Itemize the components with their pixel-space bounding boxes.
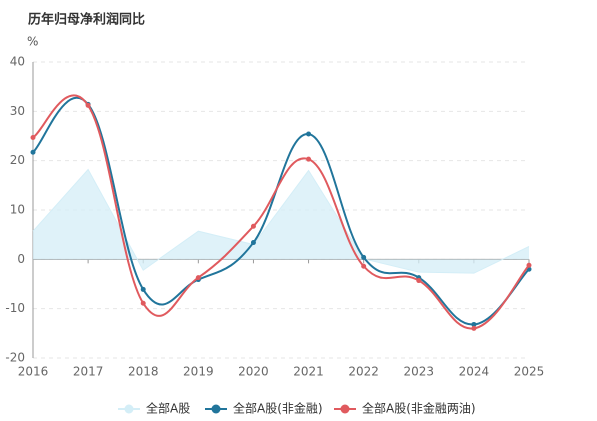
point (140, 286, 146, 292)
series-line (32, 94, 530, 330)
point (30, 134, 36, 140)
y-tick-label: 30 (10, 104, 25, 118)
point (416, 278, 422, 284)
point (471, 325, 477, 331)
legend-marker (211, 404, 221, 414)
chart-title: 历年归母净利润同比 (28, 12, 145, 28)
point (85, 102, 91, 108)
area-fill (33, 169, 529, 274)
x-tick-label: 2017 (73, 365, 104, 379)
point (361, 263, 367, 269)
point (30, 149, 36, 155)
legend-label: 全部A股(非金融) (233, 401, 323, 416)
x-tick-label: 2019 (183, 365, 214, 379)
y-tick-label: 0 (17, 252, 25, 266)
point (195, 275, 201, 281)
y-tick-label: 20 (10, 153, 25, 167)
point (140, 300, 146, 306)
legend-marker (124, 404, 134, 414)
x-tick-label: 2023 (404, 365, 435, 379)
point (250, 240, 256, 246)
x-tick-label: 2020 (238, 365, 269, 379)
y-tick-label: -20 (5, 351, 25, 365)
y-tick-label: 40 (10, 55, 25, 69)
point (361, 254, 367, 260)
x-tick-label: 2018 (128, 365, 159, 379)
point (471, 321, 477, 327)
point (306, 156, 312, 162)
y-tick-label: -10 (5, 301, 25, 315)
series-line (32, 168, 530, 274)
legend-label: 全部A股 (146, 401, 190, 416)
x-tick-label: 2024 (459, 365, 490, 379)
x-tick-label: 2025 (514, 365, 545, 379)
point (306, 131, 312, 137)
legend-item[interactable]: 全部A股 (118, 401, 190, 416)
point (250, 223, 256, 229)
legend-label: 全部A股(非金融两油) (362, 401, 476, 416)
legend-item[interactable]: 全部A股(非金融) (205, 401, 323, 416)
legend-marker (340, 404, 350, 414)
x-tick-label: 2016 (18, 365, 49, 379)
y-tick-label: 10 (10, 203, 25, 217)
legend-item[interactable]: 全部A股(非金融两油) (334, 401, 476, 416)
point (526, 262, 532, 268)
x-tick-label: 2021 (293, 365, 324, 379)
y-unit: % (27, 35, 38, 49)
x-tick-label: 2022 (348, 365, 379, 379)
